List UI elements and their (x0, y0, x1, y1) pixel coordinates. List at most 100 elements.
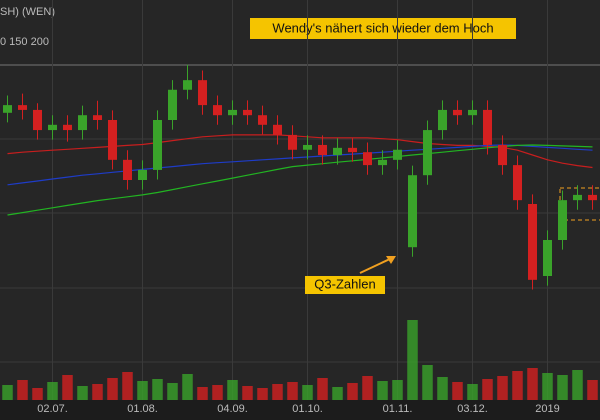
candle-body (378, 159, 387, 166)
candle-body (303, 144, 312, 150)
volume-bar (572, 370, 583, 400)
price-grid (0, 64, 600, 363)
candle-body (228, 109, 237, 116)
volume-bar (77, 386, 88, 400)
candle-body (528, 204, 537, 280)
candle-body (153, 120, 162, 170)
volume-bar (47, 382, 58, 400)
candle-body (333, 147, 342, 156)
candle-body (18, 105, 27, 110)
volume-bar (242, 386, 253, 400)
candle-body (498, 144, 507, 166)
candle-body (93, 115, 102, 120)
title-box (250, 18, 516, 39)
candle-body (168, 89, 177, 120)
chart-title: Wendy's nähert sich wieder dem Hoch (272, 20, 493, 35)
candle-body (273, 124, 282, 135)
volume-bar (17, 380, 28, 400)
candle-body (63, 124, 72, 131)
candle-body (573, 194, 582, 201)
volume-bar (182, 374, 193, 400)
x-axis-band (0, 400, 600, 420)
volume-bar (542, 373, 553, 400)
annotation: Q3-Zahlen (314, 276, 375, 291)
volume-bar (257, 388, 268, 400)
volume-bar (137, 381, 148, 400)
volume-bar (347, 383, 358, 400)
volume-bar (497, 376, 508, 400)
volume-bar (122, 372, 133, 400)
candle-body (258, 115, 267, 125)
volume-bar (422, 365, 433, 400)
volume-bar (482, 379, 493, 400)
volume-bar (287, 382, 298, 400)
candle-body (213, 105, 222, 116)
annotation-arrow (359, 257, 393, 274)
candle-body (588, 194, 597, 201)
x-tick-label: 01.11. (383, 403, 413, 415)
candle-body (138, 169, 147, 180)
volume-bar (107, 378, 118, 400)
volume-bar (437, 377, 448, 400)
candle-body (423, 130, 432, 176)
candle-body (543, 240, 552, 276)
volume-bar (392, 380, 403, 400)
volume-bar (332, 387, 343, 400)
volume-bar (467, 384, 478, 400)
volume-bar (167, 383, 178, 400)
volume-bar (32, 388, 43, 400)
candle-body (408, 175, 417, 248)
moving-average (7, 144, 593, 186)
arrow-head (386, 256, 396, 264)
candle-body (243, 109, 252, 116)
volume-bar (212, 385, 223, 400)
volume-bar (512, 371, 523, 400)
candle-body (363, 152, 372, 166)
candle-body (3, 105, 12, 113)
candle-body (33, 109, 42, 131)
volume-bar (272, 384, 283, 400)
symbol: SH) (WEN) (0, 6, 55, 18)
candle-body (78, 115, 87, 131)
volume-bar (407, 320, 418, 400)
candle-body (558, 200, 567, 240)
candle-body (468, 109, 477, 116)
candle-body (288, 134, 297, 150)
annotation-box (305, 276, 385, 294)
x-tick-label: 02.07. (37, 403, 68, 415)
candle-body (318, 144, 327, 156)
x-tick-label: 2019 (535, 403, 559, 415)
volume-bar (362, 376, 373, 400)
volume-bar (527, 368, 538, 400)
volume-bar (587, 380, 598, 400)
candle-body (393, 149, 402, 160)
volume-bar (197, 387, 208, 400)
candle-body (438, 109, 447, 131)
volume-bar (377, 381, 388, 400)
x-tick-label: 01.08. (127, 403, 158, 415)
candle-body (513, 165, 522, 201)
x-tick-label: 04.09. (217, 403, 248, 415)
volume-bar (92, 384, 103, 400)
candle-body (348, 147, 357, 153)
candle-body (198, 80, 207, 106)
candle-body (483, 109, 492, 145)
candle-body (183, 80, 192, 90)
volume-bar (2, 385, 13, 400)
candle-body (453, 109, 462, 116)
volume-bar (62, 375, 73, 400)
moving-average (7, 144, 593, 216)
candle-body (123, 159, 132, 180)
x-tick-label: 03.12. (457, 403, 488, 415)
candle-body (48, 124, 57, 131)
volume-bar (557, 375, 568, 400)
volume-bar (452, 382, 463, 400)
volume-bar (227, 380, 238, 400)
ma-legend: 0 150 200 (0, 36, 49, 48)
candle-body (108, 120, 117, 160)
volume-bar (317, 378, 328, 400)
volume-bar (152, 379, 163, 400)
